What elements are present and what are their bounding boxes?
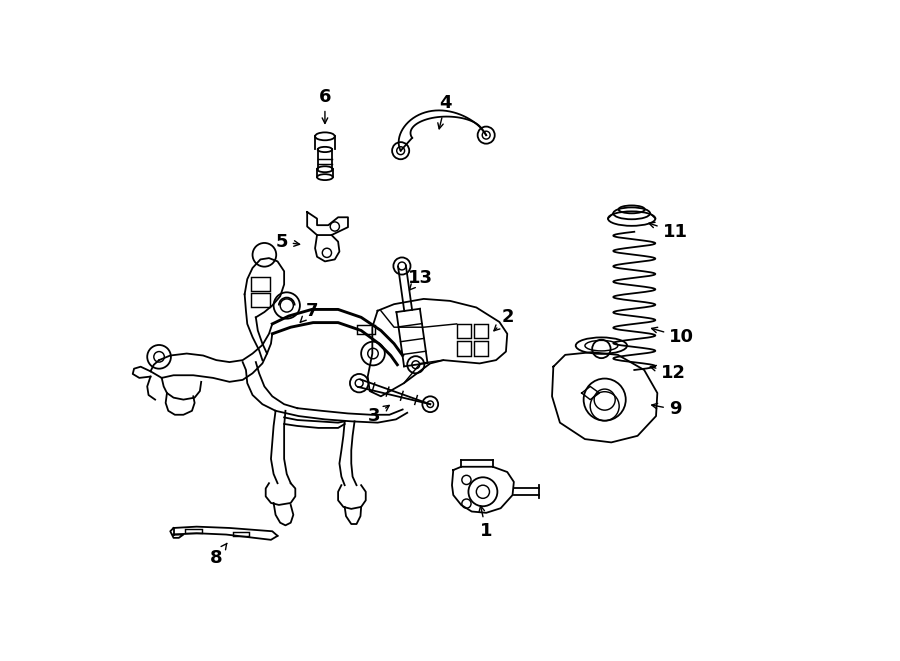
- Text: 6: 6: [319, 88, 331, 124]
- Bar: [456, 341, 471, 356]
- Bar: [473, 341, 488, 356]
- Text: 3: 3: [368, 405, 389, 425]
- Text: 8: 8: [210, 543, 227, 566]
- Bar: [251, 276, 270, 291]
- Text: 10: 10: [652, 327, 694, 346]
- Text: 5: 5: [275, 233, 300, 251]
- Bar: [356, 325, 375, 334]
- Text: 12: 12: [651, 364, 687, 382]
- Bar: [251, 293, 270, 307]
- Text: 7: 7: [301, 302, 318, 323]
- Bar: [473, 324, 488, 338]
- Text: 13: 13: [408, 269, 433, 290]
- Bar: [233, 532, 249, 536]
- Text: 9: 9: [652, 401, 681, 418]
- Text: 1: 1: [479, 506, 492, 540]
- Bar: [185, 529, 202, 533]
- Bar: [456, 324, 471, 338]
- Text: 2: 2: [494, 308, 514, 330]
- Text: 11: 11: [649, 222, 688, 241]
- Text: 4: 4: [437, 95, 452, 129]
